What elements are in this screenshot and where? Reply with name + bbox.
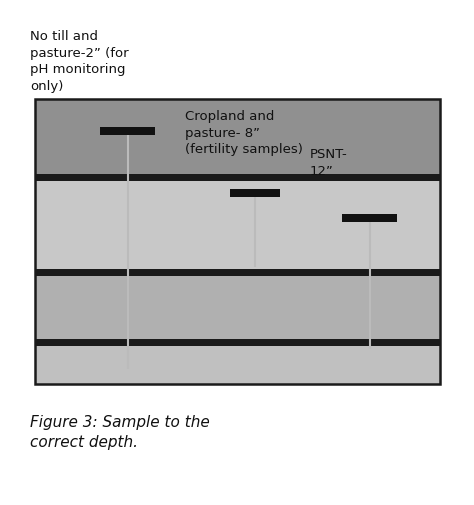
Bar [35,182,440,270]
Bar [35,339,440,346]
Bar [35,346,440,384]
Text: PSNT-
12”: PSNT- 12” [310,147,348,177]
Bar [35,270,440,276]
Text: Figure 3: Sample to the
correct depth.: Figure 3: Sample to the correct depth. [30,414,210,449]
Bar [35,175,440,182]
Bar [230,189,280,197]
Bar [35,276,440,339]
Bar [35,100,440,175]
Bar [35,100,440,384]
Bar [100,128,155,136]
Text: No till and
pasture-2” (for
pH monitoring
only): No till and pasture-2” (for pH monitorin… [30,30,128,92]
Bar [343,215,398,223]
Text: Cropland and
pasture- 8”
(fertility samples): Cropland and pasture- 8” (fertility samp… [185,110,303,156]
